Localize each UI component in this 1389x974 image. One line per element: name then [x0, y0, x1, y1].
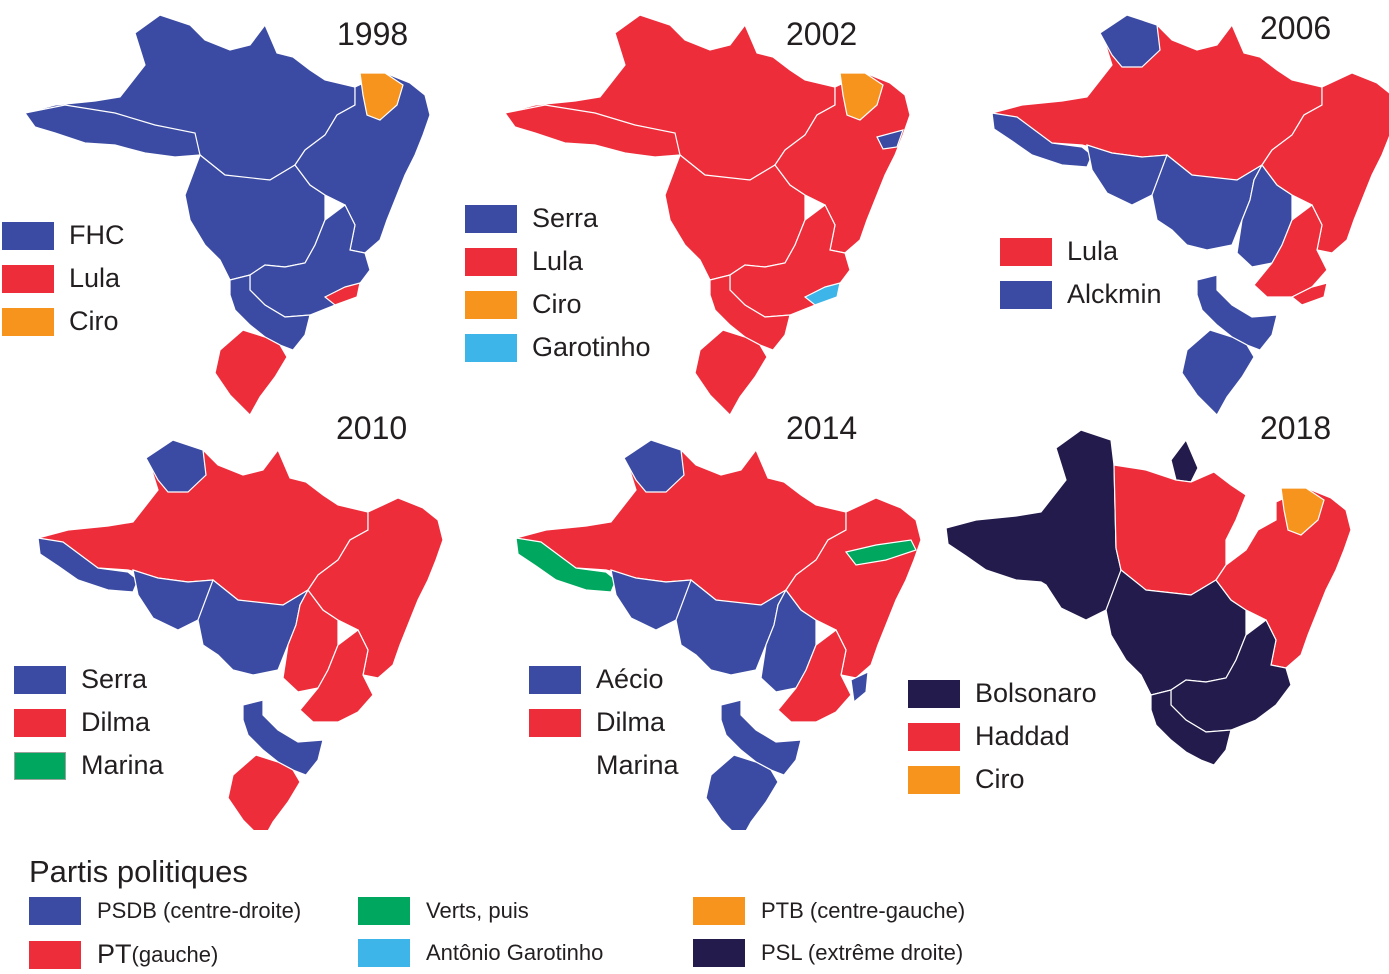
- year-label: 2010: [336, 410, 408, 446]
- party-psdb-label: PSDB (centre-droite): [97, 898, 302, 923]
- legend-item: Serra: [14, 664, 147, 695]
- legend-swatch: [908, 722, 960, 751]
- legend-item: Serra: [465, 203, 598, 234]
- legend-swatch: [14, 751, 66, 780]
- legend-swatch: [908, 765, 960, 794]
- legend-item: Dilma: [529, 707, 665, 738]
- legend-item: Dilma: [14, 707, 150, 738]
- party-verts-swatch: [358, 897, 410, 925]
- legend-swatch: [2, 307, 54, 336]
- legend-label: Dilma: [596, 707, 666, 737]
- legend-label: Dilma: [81, 707, 151, 737]
- legend-item: Garotinho: [465, 332, 651, 363]
- legend-swatch: [908, 679, 960, 708]
- party-ptb: PTB (centre-gauche): [693, 897, 965, 925]
- party-psdb-swatch: [29, 897, 81, 925]
- party-psl-swatch: [693, 939, 745, 967]
- legend-swatch: [1000, 237, 1052, 266]
- legend-label: Marina: [596, 750, 679, 780]
- brazil-map-1998: [24, 14, 431, 416]
- legend-item: Aécio: [529, 664, 664, 695]
- legend-swatch: [529, 665, 581, 694]
- legend-label: Lula: [1067, 236, 1119, 266]
- year-label: 2002: [786, 16, 858, 52]
- map-panel-1998: 1998 FHC Lula Ciro: [0, 0, 463, 416]
- legend-item: Marina: [14, 750, 164, 781]
- party-garotinho-label: Antônio Garotinho: [426, 940, 604, 965]
- legend-swatch: [14, 665, 66, 694]
- legend-swatch: [2, 221, 54, 250]
- legend-item: Lula: [465, 246, 583, 277]
- party-pt-swatch: [29, 940, 81, 969]
- legend-item: Alckmin: [1000, 279, 1162, 310]
- legend-swatch: [529, 752, 581, 780]
- brazil-map-2006: [991, 14, 1389, 416]
- legend-item: Haddad: [908, 721, 1070, 752]
- legend-label: Aécio: [596, 664, 664, 694]
- legend-label: Ciro: [975, 764, 1025, 794]
- party-ptb-label: PTB (centre-gauche): [761, 898, 966, 923]
- map-panel-2018: 2018 Bolsonaro Haddad Ciro: [908, 410, 1389, 810]
- party-pt: PT (gauche): [29, 939, 218, 970]
- legend-swatch: [529, 708, 581, 737]
- year-label: 2018: [1260, 410, 1332, 446]
- legend-item: Ciro: [2, 306, 119, 337]
- legend-label: Lula: [532, 246, 584, 276]
- party-verts-label: Verts, puis: [426, 898, 529, 923]
- legend-label: Bolsonaro: [975, 678, 1097, 708]
- party-pt-label: (gauche): [131, 941, 219, 967]
- party-garotinho-swatch: [358, 939, 410, 967]
- legend-item: Marina: [529, 750, 679, 781]
- legend-label: FHC: [69, 220, 125, 250]
- party-garotinho: Antônio Garotinho: [358, 939, 603, 967]
- legend-swatch: [465, 333, 517, 362]
- party-verts: Verts, puis: [358, 897, 529, 925]
- region-rs: [1181, 329, 1255, 416]
- legend-label: Lula: [69, 263, 121, 293]
- year-label: 1998: [337, 16, 409, 52]
- party-psdb: PSDB (centre-droite): [29, 897, 301, 925]
- region-amapa: [1170, 439, 1199, 483]
- region-rs: [694, 329, 768, 416]
- legend-label: Serra: [81, 664, 148, 694]
- legend-item: Lula: [2, 263, 120, 294]
- legend-item: Ciro: [465, 289, 582, 320]
- legend-swatch: [14, 708, 66, 737]
- legend-label: Alckmin: [1067, 279, 1162, 309]
- legend-label: Garotinho: [532, 332, 651, 362]
- region-north_west: [945, 429, 1125, 621]
- map-panel-2014: 2014 Aécio Dilma Marina: [463, 410, 926, 830]
- legend-swatch: [465, 247, 517, 276]
- legend-item: Bolsonaro: [908, 678, 1097, 709]
- party-psl-label: PSL (extrême droite): [761, 940, 964, 965]
- map-panel-2006: 2006 Lula Alckmin: [926, 0, 1389, 416]
- legend-label: Ciro: [532, 289, 582, 319]
- map-panel-2010: 2010 Serra Dilma Marina: [0, 410, 463, 830]
- legend-swatch: [465, 290, 517, 319]
- party-ptb-swatch: [693, 897, 745, 925]
- legend-swatch: [2, 264, 54, 293]
- legend-label: Ciro: [69, 306, 119, 336]
- region-roraima: [1099, 14, 1161, 68]
- legend-swatch: [465, 204, 517, 233]
- legend-item: FHC: [2, 220, 125, 251]
- legend-label: Marina: [81, 750, 164, 780]
- legend-label: Serra: [532, 203, 599, 233]
- legend-item: Lula: [1000, 236, 1118, 267]
- legend-item: Ciro: [908, 764, 1025, 795]
- parties-title: Partis politiques: [29, 854, 248, 889]
- year-label: 2014: [786, 410, 858, 446]
- party-psl: PSL (extrême droite): [693, 939, 963, 967]
- map-panel-2002: 2002 Serra Lula Ciro Garotinho: [463, 0, 926, 416]
- legend-swatch: [1000, 280, 1052, 309]
- region-roraima: [623, 439, 685, 493]
- region-roraima: [145, 439, 207, 493]
- legend-label: Haddad: [975, 721, 1070, 751]
- region-rs: [214, 329, 288, 416]
- year-label: 2006: [1260, 10, 1332, 46]
- party-pt-abbrev: PT: [97, 939, 132, 969]
